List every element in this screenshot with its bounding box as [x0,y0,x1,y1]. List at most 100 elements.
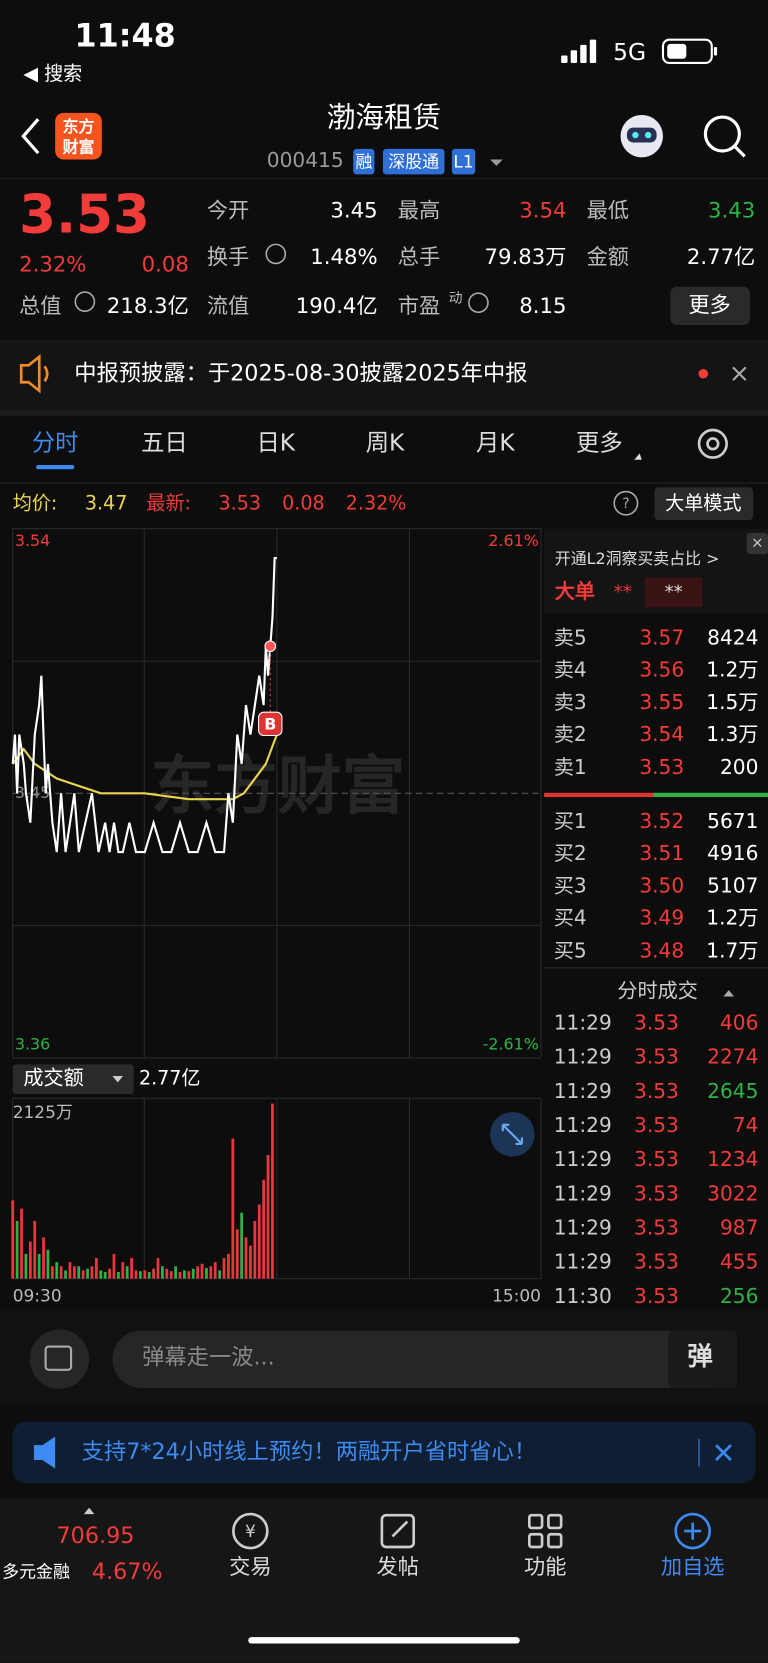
promo-text: 开通L2洞察买卖占比 > [555,549,720,568]
volume-bar [50,1266,54,1279]
volume-bar [72,1266,76,1279]
badge-text: L1 [453,153,473,173]
banner[interactable] [12,1421,756,1484]
volume-bar [147,1272,151,1279]
close-banner[interactable] [715,1444,732,1461]
volume-bar [169,1271,173,1279]
book-price: 3.56 [639,657,684,681]
volume-bar [178,1272,182,1279]
more-button[interactable] [670,286,750,325]
book-price: 3.55 [639,690,684,714]
help-icon[interactable] [613,490,639,516]
post-icon[interactable] [380,1513,416,1549]
index-value: 706.95 [57,1523,135,1549]
stat-label: 最高 [398,198,440,223]
logo-text: 财富 [63,137,95,156]
big-order-value: ** [665,581,683,602]
tab[interactable]: 月K [476,428,515,456]
book-price: 3.51 [639,841,684,865]
trade-volume: 987 [720,1215,758,1239]
stat-label: 总手 [398,245,440,270]
app-logo [55,112,102,160]
book-level: 卖4 [554,657,587,681]
mode-button[interactable] [654,487,754,521]
volume-bar [121,1262,125,1279]
last-value: 3.53 [219,492,261,515]
nav-item[interactable]: 功能 [524,1555,566,1580]
tab[interactable]: 日K [256,428,295,456]
volume-bar [196,1266,200,1279]
nav-item[interactable]: 发帖 [377,1555,419,1580]
change-pct: 2.32% [19,253,86,278]
book-level: 卖1 [554,755,587,779]
book-volume: 1.5万 [706,690,758,714]
volume-bar [156,1258,160,1279]
stat-value: 3.45 [330,198,377,223]
volume-bar [152,1268,155,1279]
volume-bar [205,1267,208,1279]
nav-item[interactable]: 加自选 [661,1555,725,1580]
book-volume: 8424 [707,625,758,649]
trade-price: 3.53 [634,1011,679,1035]
signal-icon [561,39,597,63]
volume-bar [231,1138,235,1279]
volume-bar [99,1270,103,1279]
volume-bar [42,1237,45,1279]
index-arrow [83,1507,95,1515]
badge [451,148,476,175]
tab[interactable]: 更多 [576,428,623,456]
book-level: 买2 [554,841,587,865]
stock-name: 渤海租赁 [327,100,442,134]
stat-label: 今开 [207,198,249,223]
buy-marker [264,640,277,653]
badge-text: 融 [355,153,372,173]
volume-bar [191,1268,195,1279]
avg-value: 3.47 [85,492,127,515]
volume-selector[interactable] [12,1064,134,1095]
comment-icon[interactable] [29,1329,90,1389]
pct-label: 2.61% [488,531,539,550]
speaker-icon [19,354,49,394]
back-button[interactable] [21,118,40,155]
stat-sup: 动 [449,290,463,306]
tab[interactable]: 周K [366,428,405,456]
index-name: 多元金融 [2,1562,70,1582]
trade-price: 3.53 [634,1147,679,1171]
trade-icon[interactable] [232,1512,269,1550]
dropdown-icon [490,159,503,166]
close-promo[interactable] [746,532,768,555]
tab[interactable]: 五日 [141,428,188,456]
close-notice[interactable] [732,366,747,381]
volume-bar [240,1212,244,1279]
book-volume: 4916 [707,841,758,865]
search-button[interactable] [703,115,746,158]
volume-bar [77,1266,81,1279]
stat-label: 市盈 [398,294,440,319]
trade-price: 3.53 [634,1113,679,1137]
trade-time: 11:29 [554,1113,612,1137]
avg-label: 均价: [13,492,58,515]
volume-bar [108,1268,111,1279]
ask-bar [544,792,654,798]
function-icon[interactable] [528,1513,563,1549]
y-tick-label: 3.54 [15,531,50,550]
add-watch-icon[interactable] [674,1512,711,1550]
volume-max-label: 2125万 [13,1103,73,1123]
trade-time: 11:29 [554,1011,612,1035]
settings-icon[interactable] [697,428,728,459]
change-value: 0.08 [282,492,324,515]
nav-item[interactable]: 交易 [229,1555,271,1580]
trades-title: 分时成交 [617,979,698,1003]
big-order-label: 大单 [555,579,595,603]
x-tick-label: 09:30 [13,1287,62,1307]
trade-price: 3.53 [634,1079,679,1103]
tab[interactable]: 分时 [32,428,79,456]
volume-bar [28,1241,32,1279]
book-price: 3.53 [639,755,684,779]
comment-button-label: 弹 [687,1342,712,1372]
x-tick-label: 15:00 [492,1287,541,1307]
assistant-icon[interactable] [620,114,663,158]
comment-button[interactable] [668,1330,738,1388]
comment-input[interactable] [112,1330,738,1388]
volume-bar [33,1220,37,1279]
